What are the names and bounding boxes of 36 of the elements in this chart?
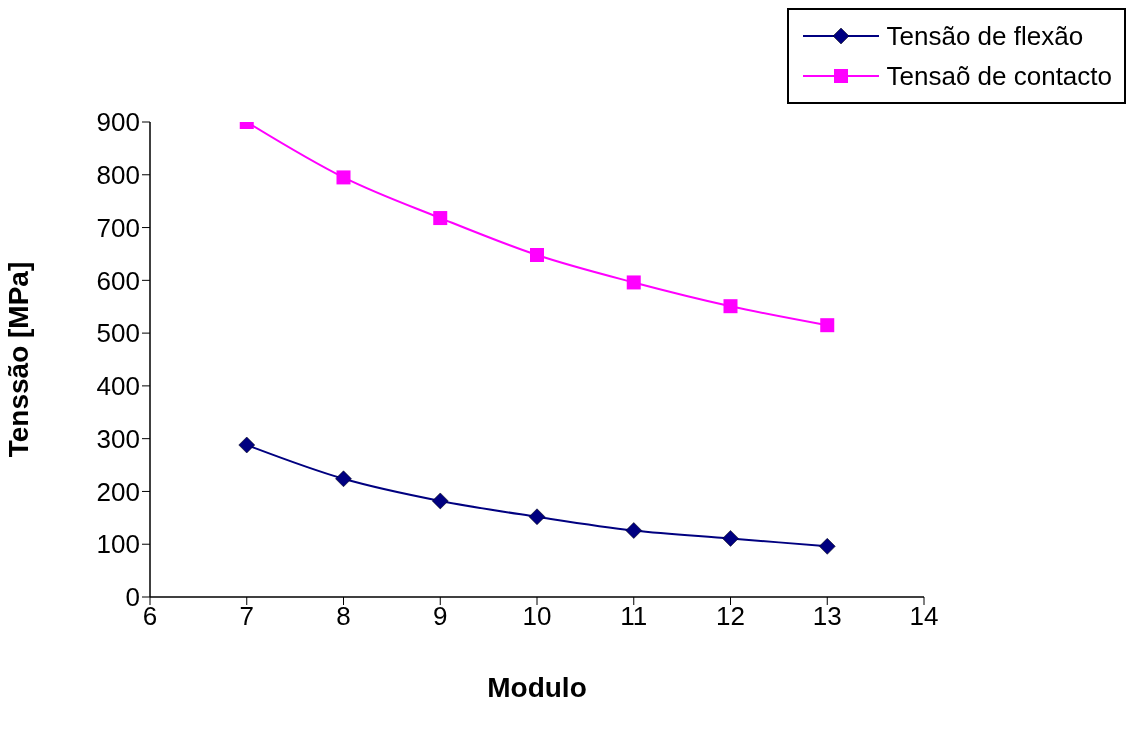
point [819,538,836,555]
point [238,436,255,454]
point [625,522,642,539]
legend-label: Tensaõ de contacto [886,60,1112,92]
point [335,470,352,488]
x-tick-label: 11 [620,601,648,632]
point [723,299,738,314]
x-tick-label: 6 [142,601,158,632]
y-tick-label: 300 [96,423,140,454]
y-tick-label: 600 [96,265,140,296]
point [528,508,546,526]
y-tick-label: 500 [96,318,140,349]
x-tick-label: 13 [812,601,842,632]
y-tick-label: 700 [96,212,140,243]
y-tick-label: 900 [96,107,140,138]
x-axis-title: Modulo [487,672,587,703]
point [530,248,544,262]
x-tick-label: 10 [522,601,552,632]
y-tick-label: 100 [96,529,140,560]
x-tick-label: 7 [239,601,254,632]
y-tick-label: 800 [96,160,140,191]
point [336,170,351,185]
x-tick-label: 12 [716,601,745,632]
x-tick-label: 9 [433,601,448,632]
point [432,492,449,510]
point [722,530,739,547]
y-tick-label: 400 [96,371,140,402]
x-tick-label: 14 [909,601,939,632]
legend-label: Tensão de flexão [886,20,1084,52]
x-tick-label: 8 [336,601,351,632]
y-axis-title: Tenssão [MPa] [2,261,34,458]
y-tick-label: 200 [96,476,140,507]
point [433,211,448,226]
y-tick-label: 0 [125,582,140,613]
point [820,318,835,333]
point [626,275,641,290]
